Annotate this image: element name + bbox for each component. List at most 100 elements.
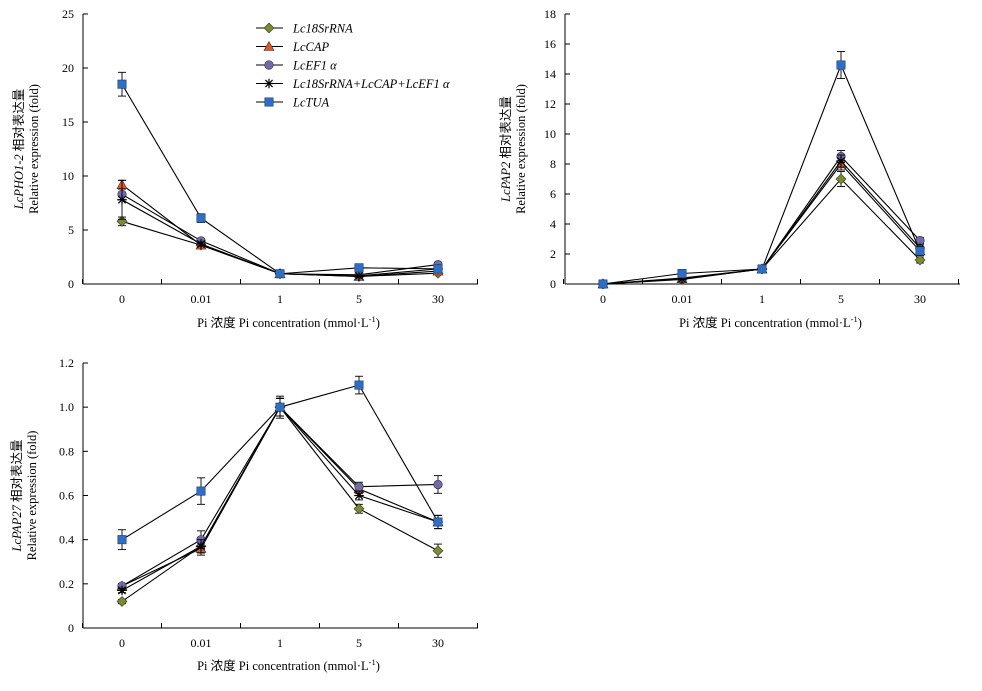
- series-line: [121, 406, 439, 587]
- series-4: [117, 179, 443, 281]
- y-axis-label: Relative expression (fold): [514, 84, 528, 214]
- y-tick-label: 0.6: [59, 489, 74, 503]
- y-tick-label: 10: [544, 127, 556, 141]
- y-axis-label-gene: LcPHO1-2 相对表达量: [12, 89, 26, 211]
- data-point: [275, 402, 285, 412]
- series-5: [117, 71, 443, 279]
- data-point: [354, 490, 364, 501]
- legend-marker: [263, 40, 275, 51]
- series-line: [121, 199, 439, 277]
- series-3: [117, 188, 443, 280]
- data-point: [433, 479, 443, 490]
- data-point: [836, 60, 846, 70]
- y-tick-label: 6: [550, 187, 556, 201]
- y-axis-label-gene: LcPAP2 相对表达量: [499, 96, 513, 203]
- data-point: [117, 585, 127, 596]
- legend-marker: [264, 60, 274, 70]
- data-point: [433, 517, 443, 527]
- y-tick-label: 0: [550, 277, 556, 291]
- legend-marker: [263, 22, 275, 34]
- y-tick-label: 20: [62, 61, 74, 75]
- y-tick-label: 0.8: [59, 444, 74, 458]
- legend-marker: [264, 78, 274, 89]
- legend-label: LcTUA: [292, 96, 329, 110]
- series-line: [121, 83, 439, 275]
- data-point: [433, 264, 443, 274]
- legend: Lc18SrRNA LcCAP LcEF1 α Lc18SrRNA+LcCAP+LcE…: [256, 22, 450, 110]
- x-tick-label: 5: [356, 292, 362, 306]
- series-line: [602, 63, 921, 285]
- series-line: [121, 406, 439, 602]
- x-tick-label: 0.01: [191, 636, 212, 650]
- data-point: [354, 380, 364, 390]
- x-axis-label: Pi 浓度 Pi concentration (mmol·L-1): [679, 314, 862, 330]
- data-point: [117, 194, 127, 205]
- data-point: [196, 486, 206, 496]
- y-tick-label: 0: [68, 621, 74, 635]
- x-tick-label: 1: [277, 636, 283, 650]
- y-tick-label: 0.4: [59, 533, 74, 547]
- data-point: [117, 535, 127, 545]
- y-axis-label: Relative expression (fold): [27, 84, 41, 214]
- data-point: [116, 596, 128, 607]
- x-tick-label: 0: [119, 292, 125, 306]
- y-tick-label: 5: [68, 223, 74, 237]
- data-point: [196, 239, 206, 249]
- data-point: [835, 173, 847, 185]
- x-tick-label: 30: [432, 292, 444, 306]
- data-point: [353, 503, 365, 515]
- series-line: [121, 193, 439, 276]
- y-tick-label: 25: [62, 7, 74, 21]
- legend-item: LcTUA: [256, 96, 329, 110]
- x-tick-label: 0: [119, 636, 125, 650]
- data-point: [354, 271, 364, 281]
- legend-label: LcEF1 α: [292, 59, 337, 73]
- data-point: [677, 268, 687, 278]
- data-point: [117, 79, 127, 89]
- series-line: [121, 406, 439, 587]
- x-tick-label: 5: [838, 292, 844, 306]
- y-axis-label: Relative expression (fold): [25, 431, 39, 561]
- series-2: [116, 397, 444, 591]
- legend-marker: [264, 97, 274, 107]
- legend-label: Lc18SrRNA: [292, 22, 353, 36]
- y-tick-label: 15: [62, 115, 74, 129]
- x-tick-label: 30: [432, 636, 444, 650]
- legend-label: Lc18SrRNA+LcCAP+LcEF1 α: [292, 77, 450, 91]
- y-tick-label: 1.2: [59, 356, 74, 370]
- legend-label: LcCAP: [292, 40, 329, 54]
- data-point: [677, 273, 687, 284]
- legend-item: LcCAP: [256, 40, 329, 54]
- data-point: [354, 482, 364, 492]
- y-tick-label: 10: [62, 169, 74, 183]
- data-point: [598, 279, 608, 289]
- data-point: [196, 213, 206, 223]
- y-tick-label: 0.2: [59, 577, 74, 591]
- legend-item: Lc18SrRNA+LcCAP+LcEF1 α: [256, 77, 450, 91]
- y-tick-label: 4: [550, 217, 556, 231]
- y-tick-label: 8: [550, 157, 556, 171]
- series-3: [117, 397, 443, 591]
- series-4: [117, 397, 443, 596]
- series-5: [598, 51, 925, 289]
- chart-panel-3: 0 0.2 0.4 0.6 0.8 1.0 1.2 0 0.01 1 5 30 Pi 浓度 Pi con…: [10, 356, 478, 673]
- y-tick-label: 16: [544, 37, 556, 51]
- x-tick-label: 30: [914, 292, 926, 306]
- data-point: [757, 264, 767, 274]
- y-tick-label: 0: [68, 277, 74, 291]
- data-point: [914, 254, 926, 266]
- series-5: [117, 375, 443, 551]
- legend-item: Lc18SrRNA: [256, 22, 353, 36]
- y-tick-label: 14: [544, 67, 556, 81]
- legend-item: LcEF1 α: [256, 59, 337, 73]
- data-point: [354, 263, 364, 273]
- data-point: [196, 541, 206, 552]
- x-axis-label: Pi 浓度 Pi concentration (mmol·L-1): [197, 314, 380, 330]
- data-point: [915, 246, 925, 256]
- series-1: [116, 397, 444, 607]
- y-tick-label: 2: [550, 247, 556, 261]
- x-tick-label: 0.01: [672, 292, 693, 306]
- x-axis-label: Pi 浓度 Pi concentration (mmol·L-1): [197, 657, 380, 673]
